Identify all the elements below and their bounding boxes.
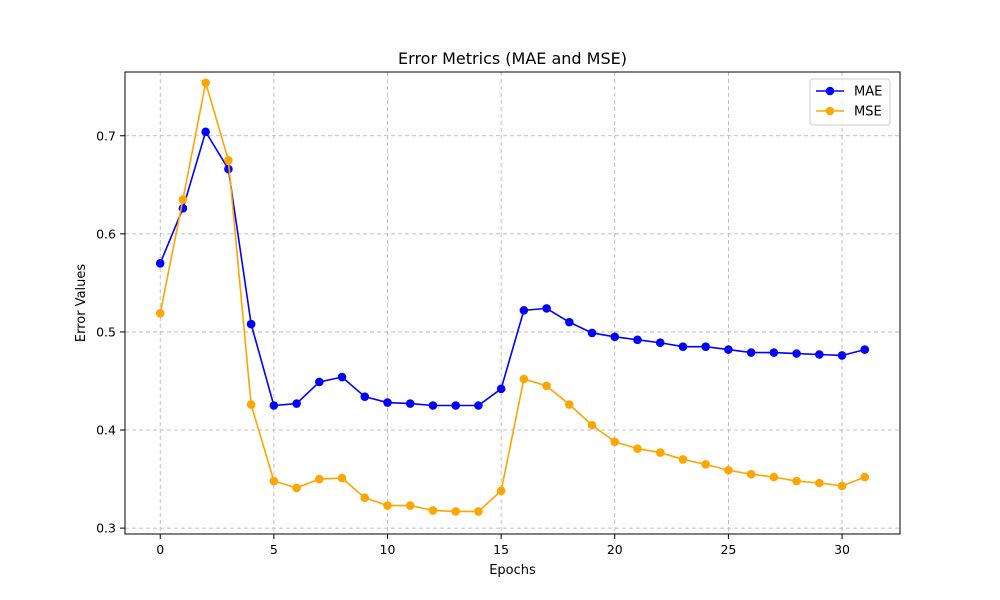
- data-point-mse: [451, 507, 460, 516]
- series-line-mse: [159, 82, 866, 513]
- data-point-mse: [837, 481, 847, 491]
- y-tick-label: 0.4: [96, 423, 116, 438]
- data-point-mse: [224, 155, 233, 165]
- y-tick-label: 0.5: [96, 324, 116, 339]
- data-point-mse: [315, 474, 324, 484]
- data-point-mae: [565, 317, 574, 327]
- x-axis-label: Epochs: [489, 563, 536, 578]
- data-point-mse: [587, 420, 597, 430]
- data-point-mse: [201, 78, 210, 88]
- x-tick-label: 25: [720, 542, 736, 557]
- grid-lines: [125, 72, 900, 534]
- data-point-mse: [360, 493, 370, 503]
- data-point-mse: [269, 476, 279, 486]
- data-point-mae: [701, 342, 710, 351]
- x-tick-label: 0: [156, 542, 164, 557]
- data-point-mse: [246, 400, 256, 409]
- data-point-mse: [746, 469, 756, 479]
- data-point-mae: [315, 377, 324, 387]
- chart-title: Error Metrics (MAE and MSE): [398, 49, 627, 68]
- y-axis-label: Error Values: [74, 264, 89, 343]
- data-point-mse: [292, 483, 301, 493]
- data-point-mse: [655, 448, 665, 457]
- legend-marker: [825, 86, 835, 96]
- data-point-mse: [496, 486, 506, 496]
- y-tick-label: 0.6: [96, 226, 116, 241]
- data-point-mse: [701, 460, 710, 469]
- data-point-mse: [678, 455, 688, 464]
- data-point-mse: [178, 195, 188, 204]
- data-point-mae: [724, 345, 733, 354]
- data-point-mae: [383, 398, 392, 407]
- data-point-mse: [337, 473, 347, 483]
- data-point-mae: [837, 351, 847, 360]
- plot-series: [155, 78, 870, 516]
- data-point-mse: [724, 465, 733, 475]
- x-tick-label: 15: [493, 542, 509, 557]
- data-point-mae: [860, 345, 870, 354]
- data-point-mae: [292, 399, 301, 408]
- x-tick-label: 5: [270, 542, 278, 557]
- legend: MAE MSE: [809, 78, 891, 126]
- data-point-mse: [474, 507, 483, 516]
- data-point-mse: [815, 478, 824, 488]
- data-point-mse: [383, 501, 392, 510]
- data-point-mae: [428, 401, 438, 410]
- data-point-mae: [155, 258, 165, 268]
- y-tick-label: 0.3: [96, 521, 116, 536]
- series-mse: [155, 78, 870, 516]
- data-point-mae: [405, 399, 415, 408]
- data-point-mae: [542, 304, 551, 313]
- data-point-mae: [337, 372, 347, 382]
- data-point-mse: [610, 437, 620, 447]
- data-point-mse: [633, 444, 642, 453]
- data-point-mae: [246, 319, 256, 329]
- series-line-mae: [159, 129, 865, 407]
- data-point-mae: [360, 392, 370, 401]
- legend-marker: [825, 106, 835, 116]
- data-point-mse: [155, 308, 165, 318]
- data-point-mae: [224, 164, 233, 174]
- data-point-mse: [792, 476, 801, 486]
- data-point-mae: [792, 349, 801, 358]
- series-mae: [155, 127, 870, 410]
- legend-label: MAE: [854, 85, 882, 100]
- plot-frame: [124, 71, 901, 535]
- x-tick-label: 30: [834, 542, 850, 557]
- data-point-mse: [769, 472, 779, 482]
- x-tick-label: 10: [380, 542, 396, 557]
- legend-entry-mse: MSE: [816, 105, 882, 120]
- data-point-mae: [474, 401, 483, 410]
- data-point-mae: [496, 384, 506, 394]
- y-tick-label: 0.7: [96, 128, 116, 143]
- data-point-mae: [269, 401, 279, 410]
- data-point-mse: [565, 400, 574, 409]
- x-tick-label: 20: [607, 542, 623, 557]
- data-point-mae: [678, 342, 688, 351]
- data-point-mae: [587, 328, 597, 338]
- data-point-mae: [769, 348, 779, 357]
- data-point-mae: [655, 338, 665, 348]
- data-point-mae: [201, 127, 210, 137]
- data-point-mae: [519, 306, 529, 315]
- data-point-mae: [746, 348, 756, 357]
- data-point-mae: [633, 335, 642, 345]
- data-point-mse: [542, 381, 551, 391]
- data-point-mae: [815, 350, 824, 359]
- data-point-mse: [519, 374, 529, 384]
- legend-label: MSE: [854, 105, 882, 120]
- legend-entry-mae: MAE: [816, 85, 882, 100]
- data-point-mse: [428, 506, 438, 515]
- axis-ticks: 0 5 10 15 20 25 30 0.3 0.4 0.5 0.6 0.7: [96, 128, 850, 557]
- data-point-mae: [451, 401, 460, 410]
- data-point-mse: [405, 501, 415, 510]
- data-point-mse: [860, 472, 870, 482]
- data-point-mae: [610, 332, 620, 342]
